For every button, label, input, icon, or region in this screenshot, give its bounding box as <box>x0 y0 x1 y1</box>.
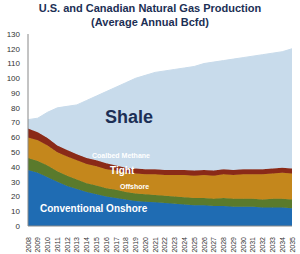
svg-text:2013: 2013 <box>73 237 80 253</box>
svg-text:2019: 2019 <box>132 237 139 253</box>
svg-text:130: 130 <box>8 30 21 39</box>
html-text:Offshore: Offshore <box>120 183 150 190</box>
svg-text:2026: 2026 <box>201 237 208 253</box>
svg-text:70: 70 <box>11 118 20 127</box>
svg-text:2029: 2029 <box>230 237 237 253</box>
svg-text:2010: 2010 <box>44 237 51 253</box>
svg-text:30: 30 <box>11 178 20 187</box>
svg-text:2018: 2018 <box>122 237 129 253</box>
svg-text:100: 100 <box>8 74 21 83</box>
svg-text:2021: 2021 <box>152 237 159 253</box>
svg-text:2014: 2014 <box>83 237 90 253</box>
html-text:(Average Annual Bcfd): (Average Annual Bcfd) <box>91 16 209 28</box>
svg-text:2020: 2020 <box>142 237 149 253</box>
svg-text:2022: 2022 <box>161 237 168 253</box>
svg-text:10: 10 <box>11 207 20 216</box>
html-text:Tight: Tight <box>110 165 135 176</box>
svg-text:2016: 2016 <box>103 237 110 253</box>
svg-text:2031: 2031 <box>249 237 256 253</box>
svg-text:2017: 2017 <box>113 237 120 253</box>
svg-text:2028: 2028 <box>220 237 227 253</box>
svg-text:2008: 2008 <box>25 237 32 253</box>
svg-text:40: 40 <box>11 163 20 172</box>
svg-text:20: 20 <box>11 192 20 201</box>
svg-text:120: 120 <box>8 45 21 54</box>
svg-text:60: 60 <box>11 133 20 142</box>
svg-text:2034: 2034 <box>279 237 286 253</box>
svg-text:2035: 2035 <box>289 237 293 253</box>
svg-text:50: 50 <box>11 148 20 157</box>
svg-text:2009: 2009 <box>34 237 41 253</box>
svg-text:2023: 2023 <box>171 237 178 253</box>
html-text:U.S. and Canadian Natural Gas: U.S. and Canadian Natural Gas Production <box>38 2 262 14</box>
svg-text:2027: 2027 <box>210 237 217 253</box>
svg-text:2033: 2033 <box>269 237 276 253</box>
svg-text:110: 110 <box>8 59 21 68</box>
svg-text:80: 80 <box>11 104 20 113</box>
svg-text:2015: 2015 <box>93 237 100 253</box>
svg-text:0: 0 <box>16 222 21 231</box>
html-text:Conventional Onshore: Conventional Onshore <box>40 203 148 214</box>
svg-text:2011: 2011 <box>54 237 61 252</box>
svg-text:2032: 2032 <box>259 237 266 253</box>
svg-text:90: 90 <box>11 89 20 98</box>
svg-text:2025: 2025 <box>191 237 198 253</box>
svg-text:2024: 2024 <box>181 237 188 253</box>
html-text:Shale: Shale <box>105 107 153 127</box>
html-text:Coalbed Methane: Coalbed Methane <box>92 152 150 159</box>
svg-text:2030: 2030 <box>240 237 247 253</box>
svg-text:2012: 2012 <box>64 237 71 253</box>
